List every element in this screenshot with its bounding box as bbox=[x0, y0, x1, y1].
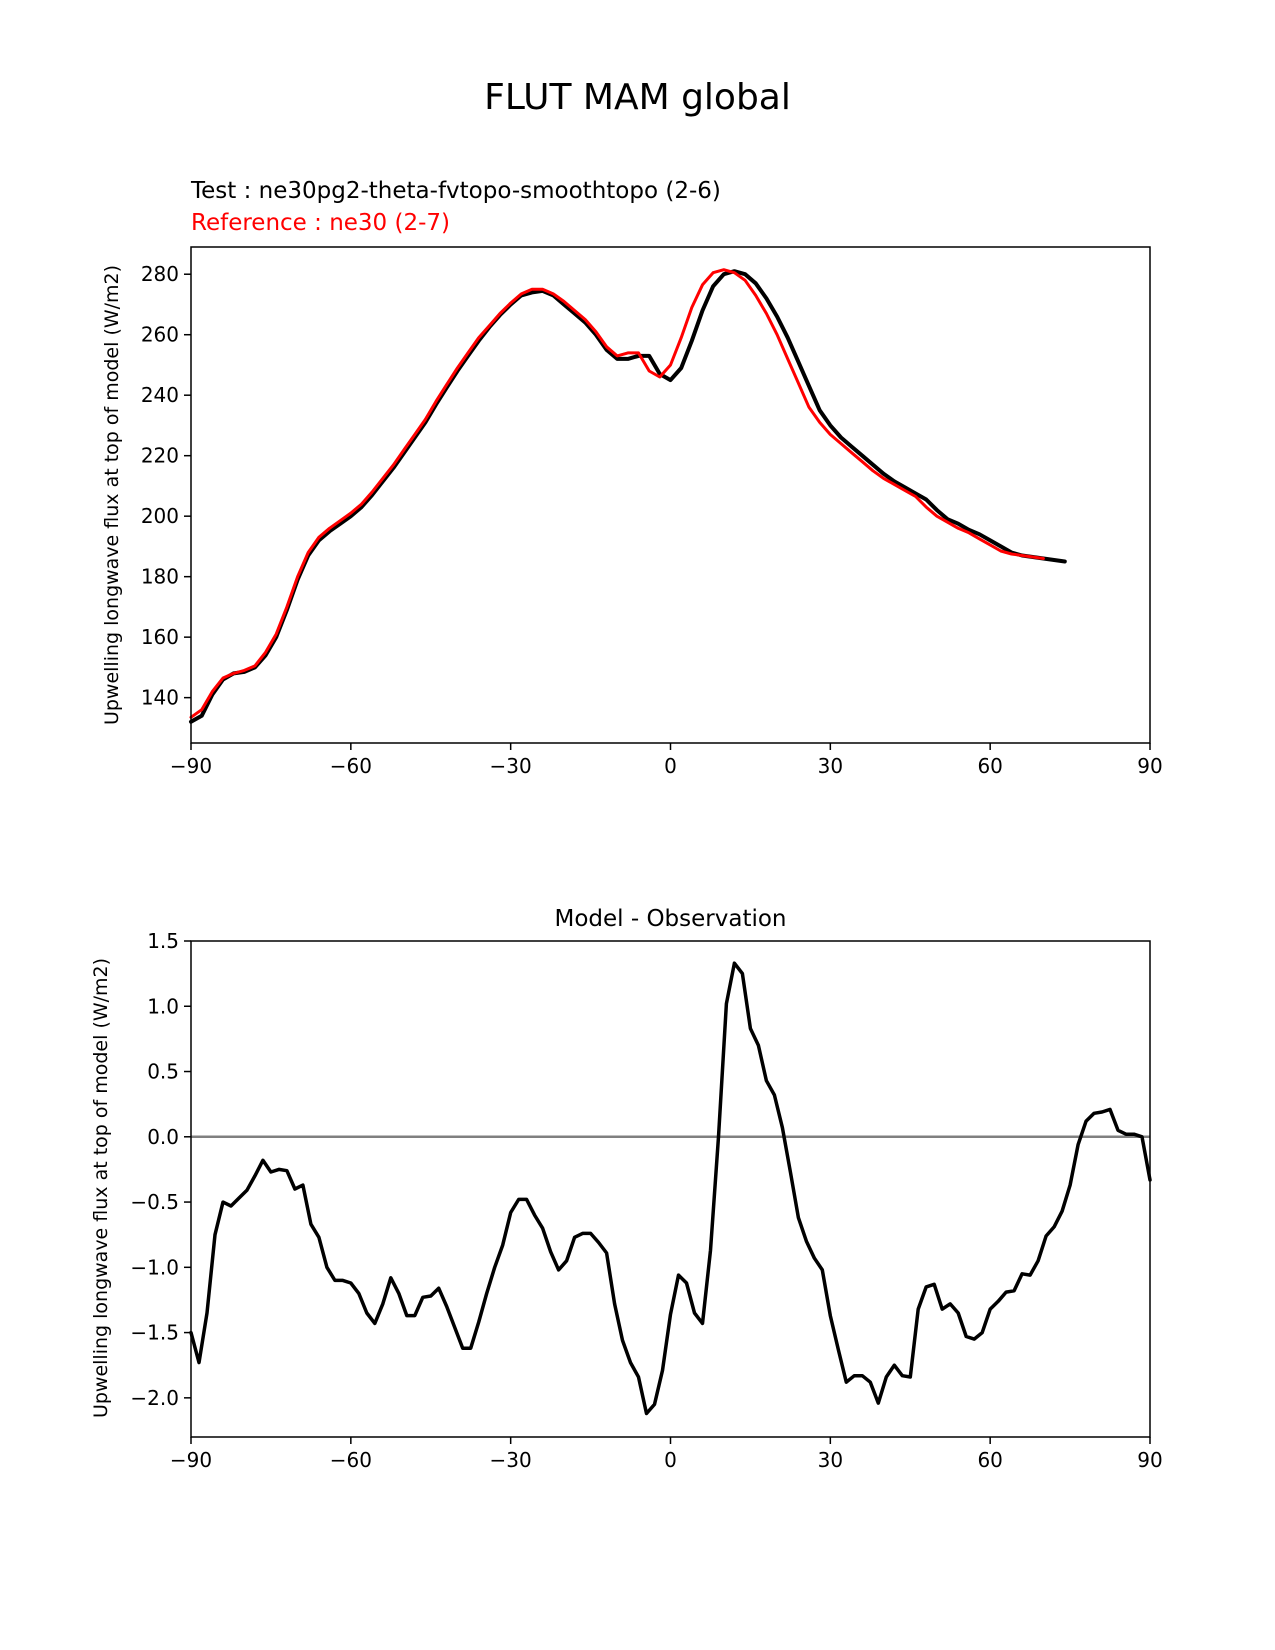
difference-title: Model - Observation bbox=[554, 906, 786, 932]
top-x-tick-label: 30 bbox=[818, 754, 843, 778]
test-series-line bbox=[189, 269, 1067, 724]
top-y-tick-label: 200 bbox=[141, 504, 179, 528]
top-y-tick-label: 280 bbox=[141, 262, 179, 286]
bottom-x-tick-label: −30 bbox=[490, 1448, 532, 1472]
bottom-y-tick-label: 1.0 bbox=[147, 994, 179, 1018]
top-x-tick-label: −60 bbox=[330, 754, 372, 778]
bottom-y-tick-label: −1.0 bbox=[130, 1255, 179, 1279]
bottom-x-tick-label: 60 bbox=[977, 1448, 1002, 1472]
bottom-y-tick-label: −2.0 bbox=[130, 1386, 179, 1410]
top-y-tick-label: 180 bbox=[141, 565, 179, 589]
flux-panel: Test : ne30pg2-theta-fvtopo-smoothtopo (… bbox=[101, 178, 1163, 778]
bottom-x-tick-label: −60 bbox=[330, 1448, 372, 1472]
top-x-tick-label: 60 bbox=[977, 754, 1002, 778]
figure-title: FLUT MAM global bbox=[484, 77, 791, 118]
top-y-axis-label: Upwelling longwave flux at top of model … bbox=[101, 265, 123, 725]
reference-label: Reference : ne30 (2-7) bbox=[191, 210, 450, 236]
difference-series-line bbox=[189, 961, 1152, 1416]
bottom-x-tick-label: 30 bbox=[818, 1448, 843, 1472]
bottom-y-tick-label: 0.0 bbox=[147, 1125, 179, 1149]
top-x-tick-label: 90 bbox=[1137, 754, 1162, 778]
top-y-tick-label: 160 bbox=[141, 625, 179, 649]
bottom-y-tick-label: −0.5 bbox=[130, 1190, 179, 1214]
top-x-tick-label: −30 bbox=[490, 754, 532, 778]
bottom-x-tick-label: 0 bbox=[664, 1448, 677, 1472]
bottom-x-tick-label: 90 bbox=[1137, 1448, 1162, 1472]
top-x-tick-label: −90 bbox=[170, 754, 212, 778]
bottom-y-tick-label: 0.5 bbox=[147, 1060, 179, 1084]
top-y-tick-label: 260 bbox=[141, 323, 179, 347]
top-y-tick-label: 240 bbox=[141, 383, 179, 407]
bottom-plot-frame bbox=[190, 940, 1151, 1438]
test-label: Test : ne30pg2-theta-fvtopo-smoothtopo (… bbox=[190, 178, 721, 204]
bottom-x-tick-label: −90 bbox=[170, 1448, 212, 1472]
bottom-y-tick-label: 1.5 bbox=[147, 929, 179, 953]
bottom-y-axis-label: Upwelling longwave flux at top of model … bbox=[90, 958, 112, 1418]
top-y-tick-label: 220 bbox=[141, 444, 179, 468]
top-x-tick-label: 0 bbox=[664, 754, 677, 778]
top-plot-frame bbox=[190, 246, 1151, 744]
reference-series-line bbox=[189, 268, 1045, 719]
difference-panel: Model - Observation Upwelling longwave f… bbox=[90, 906, 1163, 1472]
bottom-y-tick-label: −1.5 bbox=[130, 1321, 179, 1345]
top-y-tick-label: 140 bbox=[141, 686, 179, 710]
